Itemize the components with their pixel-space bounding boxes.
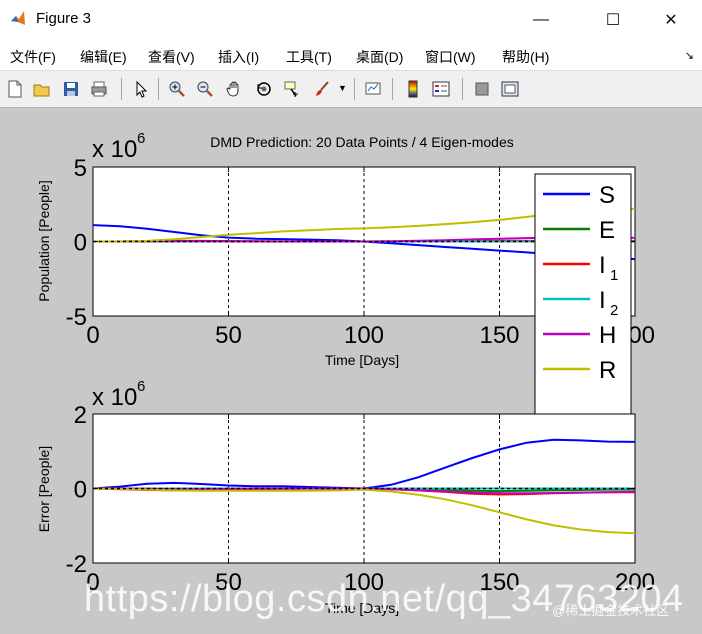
close-button[interactable]: ✕ [648, 0, 694, 40]
rotate-3d-icon[interactable] [255, 80, 273, 98]
show-plot-tools-icon[interactable] [501, 80, 519, 98]
figure-canvas: DMD Prediction: 20 Data Points / 4 Eigen… [36, 130, 655, 616]
legend-icon[interactable] [432, 80, 450, 98]
close-icon: ✕ [664, 12, 678, 29]
series-line-r [92, 487, 636, 535]
maximize-button[interactable]: ☐ [590, 0, 636, 40]
y-exponent-label: x 10 [92, 384, 137, 411]
menu-desktop[interactable]: 桌面(D) [356, 49, 404, 65]
subplot-error: 0 50 100 150 200-202 x 10 6 Time [Days] Erro… [36, 378, 655, 616]
dock-arrow-icon[interactable]: ↘ [684, 50, 694, 62]
toolbar-separator [462, 78, 463, 100]
y-tick-label: 0 [74, 477, 87, 504]
print-icon[interactable] [90, 80, 108, 98]
brush-dropdown-icon[interactable]: ▼ [338, 83, 347, 93]
colorbar-icon[interactable] [404, 80, 422, 98]
legend-label-h: H [599, 322, 616, 349]
toolbar-separator [121, 78, 122, 100]
y-exponent-label: x 10 [92, 136, 137, 163]
menu-insert[interactable]: 插入(I) [218, 49, 260, 65]
hide-plot-tools-icon[interactable] [473, 80, 491, 98]
x-tick-label: 150 [479, 569, 519, 596]
menu-edit[interactable]: 编辑(E) [80, 49, 127, 65]
select-arrow-icon[interactable] [132, 80, 150, 98]
zoom-in-icon[interactable] [168, 80, 186, 98]
legend-box [534, 173, 632, 415]
y-tick-label: -2 [66, 551, 87, 578]
menu-tools[interactable]: 工具(T) [286, 49, 332, 65]
zoom-out-icon[interactable] [196, 80, 214, 98]
y-exponent-power: 6 [137, 378, 145, 395]
watermark-url: https://blog.csdn.net/qq_34763204 [84, 578, 684, 620]
chart-title: DMD Prediction: 20 Data Points / 4 Eigen… [210, 134, 513, 150]
x-tick-label: 50 [215, 322, 242, 349]
x-tick-label: 200 [615, 569, 655, 596]
menu-help[interactable]: 帮助(H) [502, 49, 550, 65]
link-plot-icon[interactable] [364, 80, 382, 98]
new-figure-icon[interactable] [6, 80, 24, 98]
y-tick-label: 0 [74, 230, 87, 257]
window-titlebar: Figure 3 — ☐ ✕ [0, 0, 702, 41]
legend-subscript-i1: 1 [610, 267, 618, 284]
x-tick-label: 0 [86, 569, 99, 596]
figure-toolbar: ▼ [0, 70, 702, 108]
y-tick-label: 5 [74, 155, 87, 182]
pan-hand-icon[interactable] [226, 80, 244, 98]
menu-bar: 文件(F) 编辑(E) 查看(V) 插入(I) 工具(T) 桌面(D) 窗口(W… [0, 40, 702, 70]
watermark-site: @稀土掘金技术社区 [552, 603, 670, 618]
toolbar-separator [354, 78, 355, 100]
window-title: Figure 3 [36, 10, 92, 27]
legend-subscript-i2: 2 [610, 302, 618, 319]
legend-label-e: E [599, 217, 615, 244]
legend-label-i1: I [599, 252, 606, 279]
save-icon[interactable] [62, 80, 80, 98]
legend-label-s: S [599, 182, 615, 209]
toolbar-separator [158, 78, 159, 100]
x-tick-label: 100 [344, 322, 384, 349]
x-tick-label: 50 [215, 569, 242, 596]
legend[interactable]: SEI 1I 2HR [534, 173, 632, 415]
menu-file[interactable]: 文件(F) [10, 49, 56, 65]
minimize-icon: — [533, 11, 549, 28]
minimize-button[interactable]: — [518, 0, 564, 40]
y-axis-label: Population [People] [36, 180, 52, 301]
y-tick-label: -5 [66, 304, 87, 331]
x-tick-label: 100 [344, 569, 384, 596]
toolbar-separator [392, 78, 393, 100]
matlab-logo-icon [11, 11, 25, 25]
x-axis-label: Time [Days] [325, 600, 399, 616]
maximize-icon: ☐ [605, 12, 621, 29]
menu-view[interactable]: 查看(V) [148, 49, 195, 65]
y-axis-label: Error [People] [36, 446, 52, 532]
menu-window[interactable]: 窗口(W) [425, 49, 476, 65]
legend-label-r: R [599, 357, 616, 384]
y-exponent-power: 6 [137, 130, 145, 147]
data-cursor-icon[interactable] [283, 80, 301, 98]
x-tick-label: 0 [86, 322, 99, 349]
legend-label-i2: I [599, 287, 606, 314]
x-axis-label: Time [Days] [325, 352, 399, 368]
x-tick-label: 150 [479, 322, 519, 349]
brush-icon[interactable] [313, 80, 331, 98]
open-file-icon[interactable] [33, 80, 51, 98]
y-tick-label: 2 [74, 402, 87, 429]
